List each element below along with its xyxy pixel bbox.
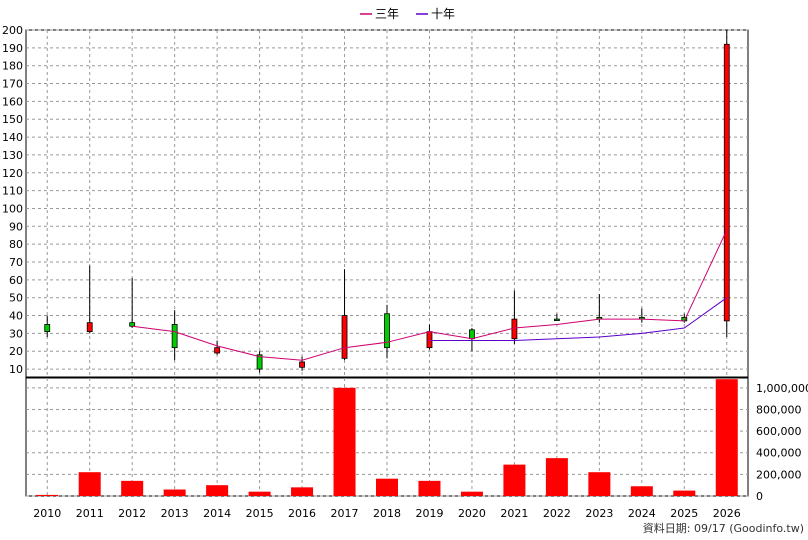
- volume-bar: [36, 494, 59, 496]
- volume-panel: 0 200,000 400,000 600,000 800,000 1,000,000: [25, 376, 808, 503]
- price-tick-label: 160: [2, 95, 23, 108]
- price-tick-label: 190: [2, 42, 23, 55]
- x-tick-label: 2011: [76, 507, 104, 520]
- candle-body: [723, 43, 730, 322]
- volume-tick-label: 200,000: [756, 468, 802, 481]
- x-tick-label: 2019: [415, 507, 443, 520]
- x-axis: 2010 2011 2012 2013 2014 2015 2016 2017 2018 2019…: [33, 507, 741, 520]
- price-tick-label: 20: [9, 345, 23, 358]
- x-tick-label: 2020: [458, 507, 486, 520]
- price-tick-label: 40: [9, 310, 23, 323]
- volume-bar: [121, 480, 144, 496]
- volume-bar: [418, 480, 441, 496]
- average-line-1: [132, 229, 728, 361]
- candle-body: [214, 347, 221, 354]
- candle-body: [171, 324, 178, 349]
- volume-bar: [588, 472, 611, 496]
- x-tick-label: 2021: [500, 507, 528, 520]
- volume-plot-frame: [25, 376, 749, 497]
- volume-tick-label: 400,000: [756, 447, 802, 460]
- price-panel: 10 20 30 40 50 60 70 80 90 100 110 120 130 140 150 160 1…: [2, 24, 749, 496]
- x-tick-label: 2017: [331, 507, 359, 520]
- volume-tick-label: 0: [756, 490, 763, 503]
- price-tick-label: 90: [9, 220, 23, 233]
- price-tick-label: 130: [2, 149, 23, 162]
- average-line-2: [429, 297, 728, 341]
- legend: 三年 十年: [360, 7, 455, 21]
- candle-body: [426, 331, 433, 349]
- x-tick-label: 2012: [118, 507, 146, 520]
- legend-label: 十年: [431, 7, 455, 21]
- candle-body: [384, 313, 390, 349]
- price-tick-label: 70: [9, 256, 23, 269]
- price-tick-label: 50: [9, 292, 23, 305]
- price-tick-label: 200: [2, 24, 23, 37]
- candle-body: [299, 361, 305, 368]
- candle-body: [553, 318, 560, 322]
- x-tick-label: 2014: [203, 507, 231, 520]
- price-tick-label: 180: [2, 60, 23, 73]
- price-tick-label: 120: [2, 167, 23, 180]
- x-tick-label: 2010: [33, 507, 61, 520]
- candle-body: [44, 324, 51, 333]
- volume-bar: [206, 485, 229, 496]
- volume-bar: [248, 491, 271, 496]
- volume-bar: [333, 387, 356, 496]
- x-tick-label: 2023: [585, 507, 613, 520]
- x-tick-label: 2026: [713, 507, 741, 520]
- legend-label: 三年: [375, 7, 399, 21]
- volume-bar: [376, 478, 398, 496]
- footer-date-label: 資料日期: 09/17 (Goodinfo.tw): [643, 521, 804, 535]
- x-tick-label: 2016: [288, 507, 316, 520]
- price-tick-label: 60: [9, 274, 23, 287]
- volume-bar: [291, 487, 314, 496]
- volume-bar: [78, 472, 101, 496]
- volume-bar: [503, 464, 526, 496]
- candle-body: [341, 315, 348, 359]
- price-tick-label: 150: [2, 113, 23, 126]
- volume-tick-label: 800,000: [756, 403, 802, 416]
- volume-bar: [163, 489, 186, 496]
- price-tick-label: 80: [9, 238, 23, 251]
- volume-bar: [715, 379, 738, 496]
- x-tick-label: 2015: [246, 507, 274, 520]
- x-tick-label: 2025: [670, 507, 698, 520]
- x-tick-label: 2022: [543, 507, 571, 520]
- candle-body: [469, 329, 475, 340]
- price-tick-label: 140: [2, 131, 23, 144]
- volume-bar: [673, 490, 696, 496]
- price-tick-label: 30: [9, 327, 23, 340]
- price-tick-label: 170: [2, 78, 23, 91]
- x-tick-label: 2024: [628, 507, 656, 520]
- volume-bar: [460, 491, 483, 496]
- candle-body: [256, 354, 263, 370]
- x-tick-label: 2013: [161, 507, 189, 520]
- price-tick-label: 100: [2, 202, 23, 215]
- candle-body: [129, 322, 136, 327]
- price-tick-label: 110: [2, 185, 23, 198]
- x-tick-label: 2018: [373, 507, 401, 520]
- volume-bar: [545, 458, 568, 496]
- candle-body: [86, 322, 93, 332]
- volume-bar: [630, 486, 653, 496]
- price-tick-label: 10: [9, 363, 23, 376]
- volume-tick-label: 1,000,000: [756, 382, 808, 395]
- volume-tick-label: 600,000: [756, 425, 802, 438]
